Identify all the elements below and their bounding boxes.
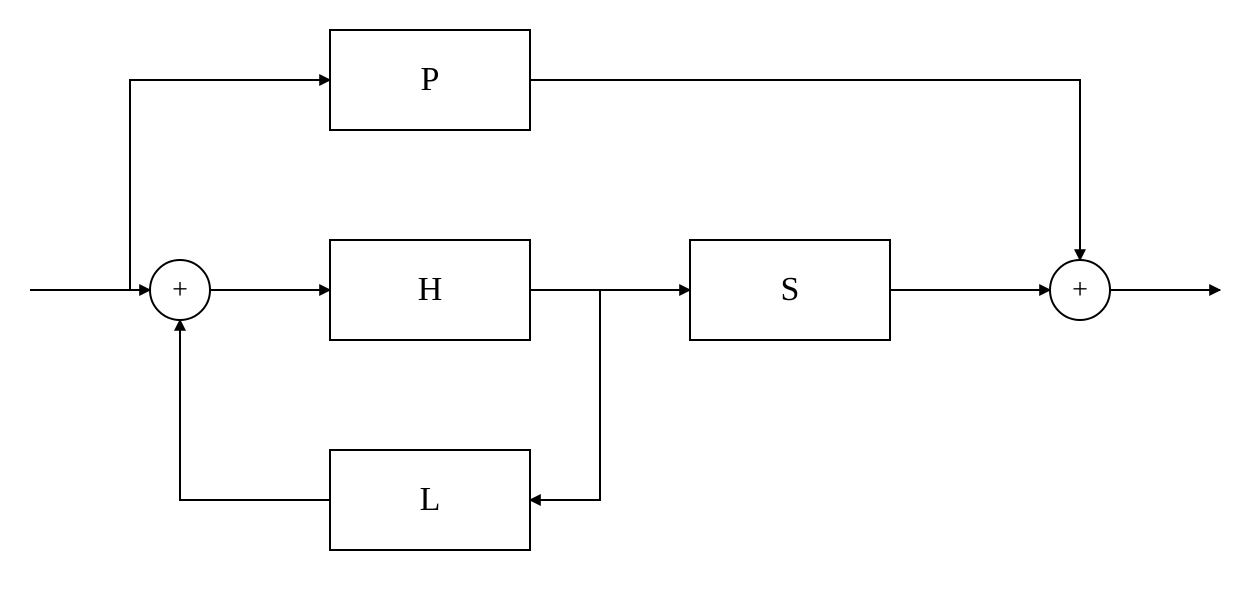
- edge-P-to-sum2: [530, 80, 1080, 260]
- block-L: L: [330, 450, 530, 550]
- block-H: H: [330, 240, 530, 340]
- block-diagram: P H S L + +: [0, 0, 1240, 599]
- summer-sum2: +: [1050, 260, 1110, 320]
- edge-jhout-to-L: [530, 290, 600, 500]
- edge-L-to-sum1: [180, 320, 330, 500]
- summer-sum1: +: [150, 260, 210, 320]
- block-S: S: [690, 240, 890, 340]
- summer-label-sum1: +: [172, 274, 188, 305]
- block-label-P: P: [421, 61, 440, 98]
- summer-label-sum2: +: [1072, 274, 1088, 305]
- edge-j_in-up-to-P: [130, 80, 330, 290]
- block-P: P: [330, 30, 530, 130]
- block-label-H: H: [418, 271, 443, 308]
- block-label-S: S: [781, 271, 800, 308]
- block-label-L: L: [420, 481, 441, 518]
